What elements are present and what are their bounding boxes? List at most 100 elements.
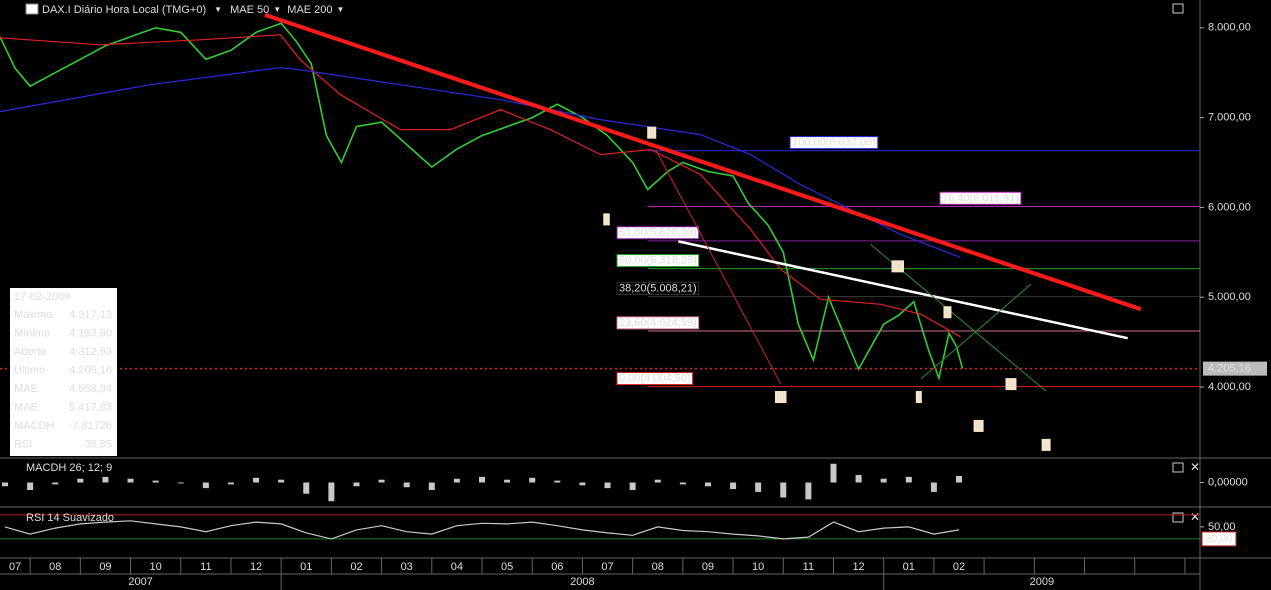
info-value: 4.317,13	[69, 309, 112, 321]
panel-title: RSI 14 Suavizado	[26, 512, 114, 524]
info-value: 4.193,90	[69, 327, 112, 339]
x-tick-label: 08	[652, 561, 664, 573]
histogram-bar	[654, 479, 661, 483]
price-line	[0, 22, 964, 381]
x-tick-label: 01	[903, 561, 915, 573]
histogram-bar	[278, 479, 285, 483]
histogram-bar	[755, 482, 762, 492]
histogram-bar	[604, 482, 611, 489]
x-tick-label: 12	[852, 561, 864, 573]
x-tick-label: 02	[953, 561, 965, 573]
wave-label-box	[774, 391, 787, 404]
fib-label-box	[616, 281, 700, 295]
histogram-bar	[428, 482, 435, 490]
histogram-bar	[453, 478, 460, 483]
close-button[interactable]: ✕	[1190, 510, 1200, 524]
indicator-line	[4, 520, 960, 540]
wave-label-box	[1041, 438, 1051, 451]
fib-label-box	[789, 136, 879, 150]
y-tick-label: 5.000,00	[1208, 291, 1251, 303]
fib-label-box	[616, 316, 700, 330]
year-label: 2009	[1030, 576, 1054, 588]
wave-label-box	[973, 419, 984, 432]
y-tick-label: 50,00	[1208, 521, 1236, 533]
x-tick-label: 04	[451, 561, 463, 573]
info-label: Aberto	[14, 346, 46, 358]
x-tick-label: 10	[752, 561, 764, 573]
fib-label-box	[616, 372, 694, 386]
y-tick-label: 0,00000	[1208, 476, 1248, 488]
fib-label: 23,60(4.624,59)	[619, 317, 697, 329]
x-tick-label: 01	[300, 561, 312, 573]
info-value: 4.558,94	[69, 383, 112, 395]
x-tick-label: 12	[250, 561, 262, 573]
fib-label: 38,20(5.008,21)	[619, 282, 697, 294]
window-button[interactable]	[1172, 3, 1184, 14]
info-value: 5.417,83	[69, 401, 112, 413]
wave-label: iv	[1007, 378, 1014, 388]
dropdown: ▼	[273, 5, 281, 14]
header-icon	[25, 3, 39, 15]
wave-label: i	[918, 391, 920, 401]
wave-label: ii	[945, 307, 949, 317]
main-plot: 100,00(6.632,00) 76,40(6.011,91) 61,80(5.6…	[0, 13, 1200, 451]
histogram-bar	[253, 477, 260, 483]
histogram-bar	[202, 482, 209, 489]
histogram-bar	[479, 476, 486, 483]
dropdown: ▼	[337, 5, 345, 14]
panel-title: MACDH 26; 12; 9	[26, 462, 112, 474]
legend-entry: MAE 200	[287, 4, 332, 16]
histogram-bar	[780, 482, 787, 498]
info-label: MACDH	[14, 420, 54, 432]
last-price-tag	[1203, 361, 1267, 376]
wave-label: v	[1044, 439, 1049, 449]
wave-label-box	[603, 213, 610, 226]
info-label: Último	[14, 363, 45, 376]
histogram-bar	[704, 482, 711, 487]
x-tick-label: 11	[200, 561, 211, 573]
wave-label-box	[891, 260, 904, 273]
wave-label-box	[915, 391, 922, 404]
histogram-bar	[152, 480, 159, 483]
histogram-bar	[177, 482, 184, 484]
window-button[interactable]	[1172, 462, 1184, 473]
y-tick-label: 6.000,00	[1208, 201, 1251, 213]
x-tick-label: 07	[601, 561, 613, 573]
fib-label: 100,00(6.632,00)	[792, 137, 876, 149]
fib-label-box	[616, 226, 700, 240]
x-tick-label: 11	[803, 561, 814, 573]
x-tick-label: 09	[702, 561, 714, 573]
info-date: 17-02-2009	[14, 291, 70, 303]
wave-label: III	[777, 391, 785, 401]
histogram-bar	[554, 480, 561, 483]
fib-label-box	[939, 191, 1022, 205]
info-label: MAE	[14, 401, 38, 413]
info-label: MAE	[14, 383, 38, 395]
wave-label: IV	[893, 261, 902, 271]
info-value: -7,81726	[69, 420, 112, 432]
wave-label-box	[647, 126, 657, 139]
x-tick-label: 03	[401, 561, 413, 573]
x-tick-label: 02	[350, 561, 362, 573]
dropdown: ▼	[214, 5, 222, 14]
histogram-bar	[127, 478, 134, 483]
histogram-bar	[805, 482, 812, 500]
trendline	[920, 283, 1032, 380]
moving-average	[0, 34, 961, 338]
trendline	[264, 13, 1142, 312]
fib-label-box	[616, 254, 700, 268]
info-value: 4.205,16	[69, 364, 112, 376]
histogram-bar	[378, 479, 385, 483]
header: DAX.I Diário Hora Local (TMG+0) ▼ MAE 50 ▼ M…	[25, 3, 345, 16]
y-tick-label: 8.000,00	[1208, 22, 1251, 34]
close-button[interactable]: ✕	[1190, 460, 1200, 474]
moving-average	[0, 67, 961, 258]
x-tick-label: 08	[49, 561, 61, 573]
histogram-bar	[529, 477, 536, 483]
wave-label-box	[943, 306, 952, 319]
window-button[interactable]	[1172, 512, 1184, 523]
info-label: RSI	[14, 438, 32, 450]
